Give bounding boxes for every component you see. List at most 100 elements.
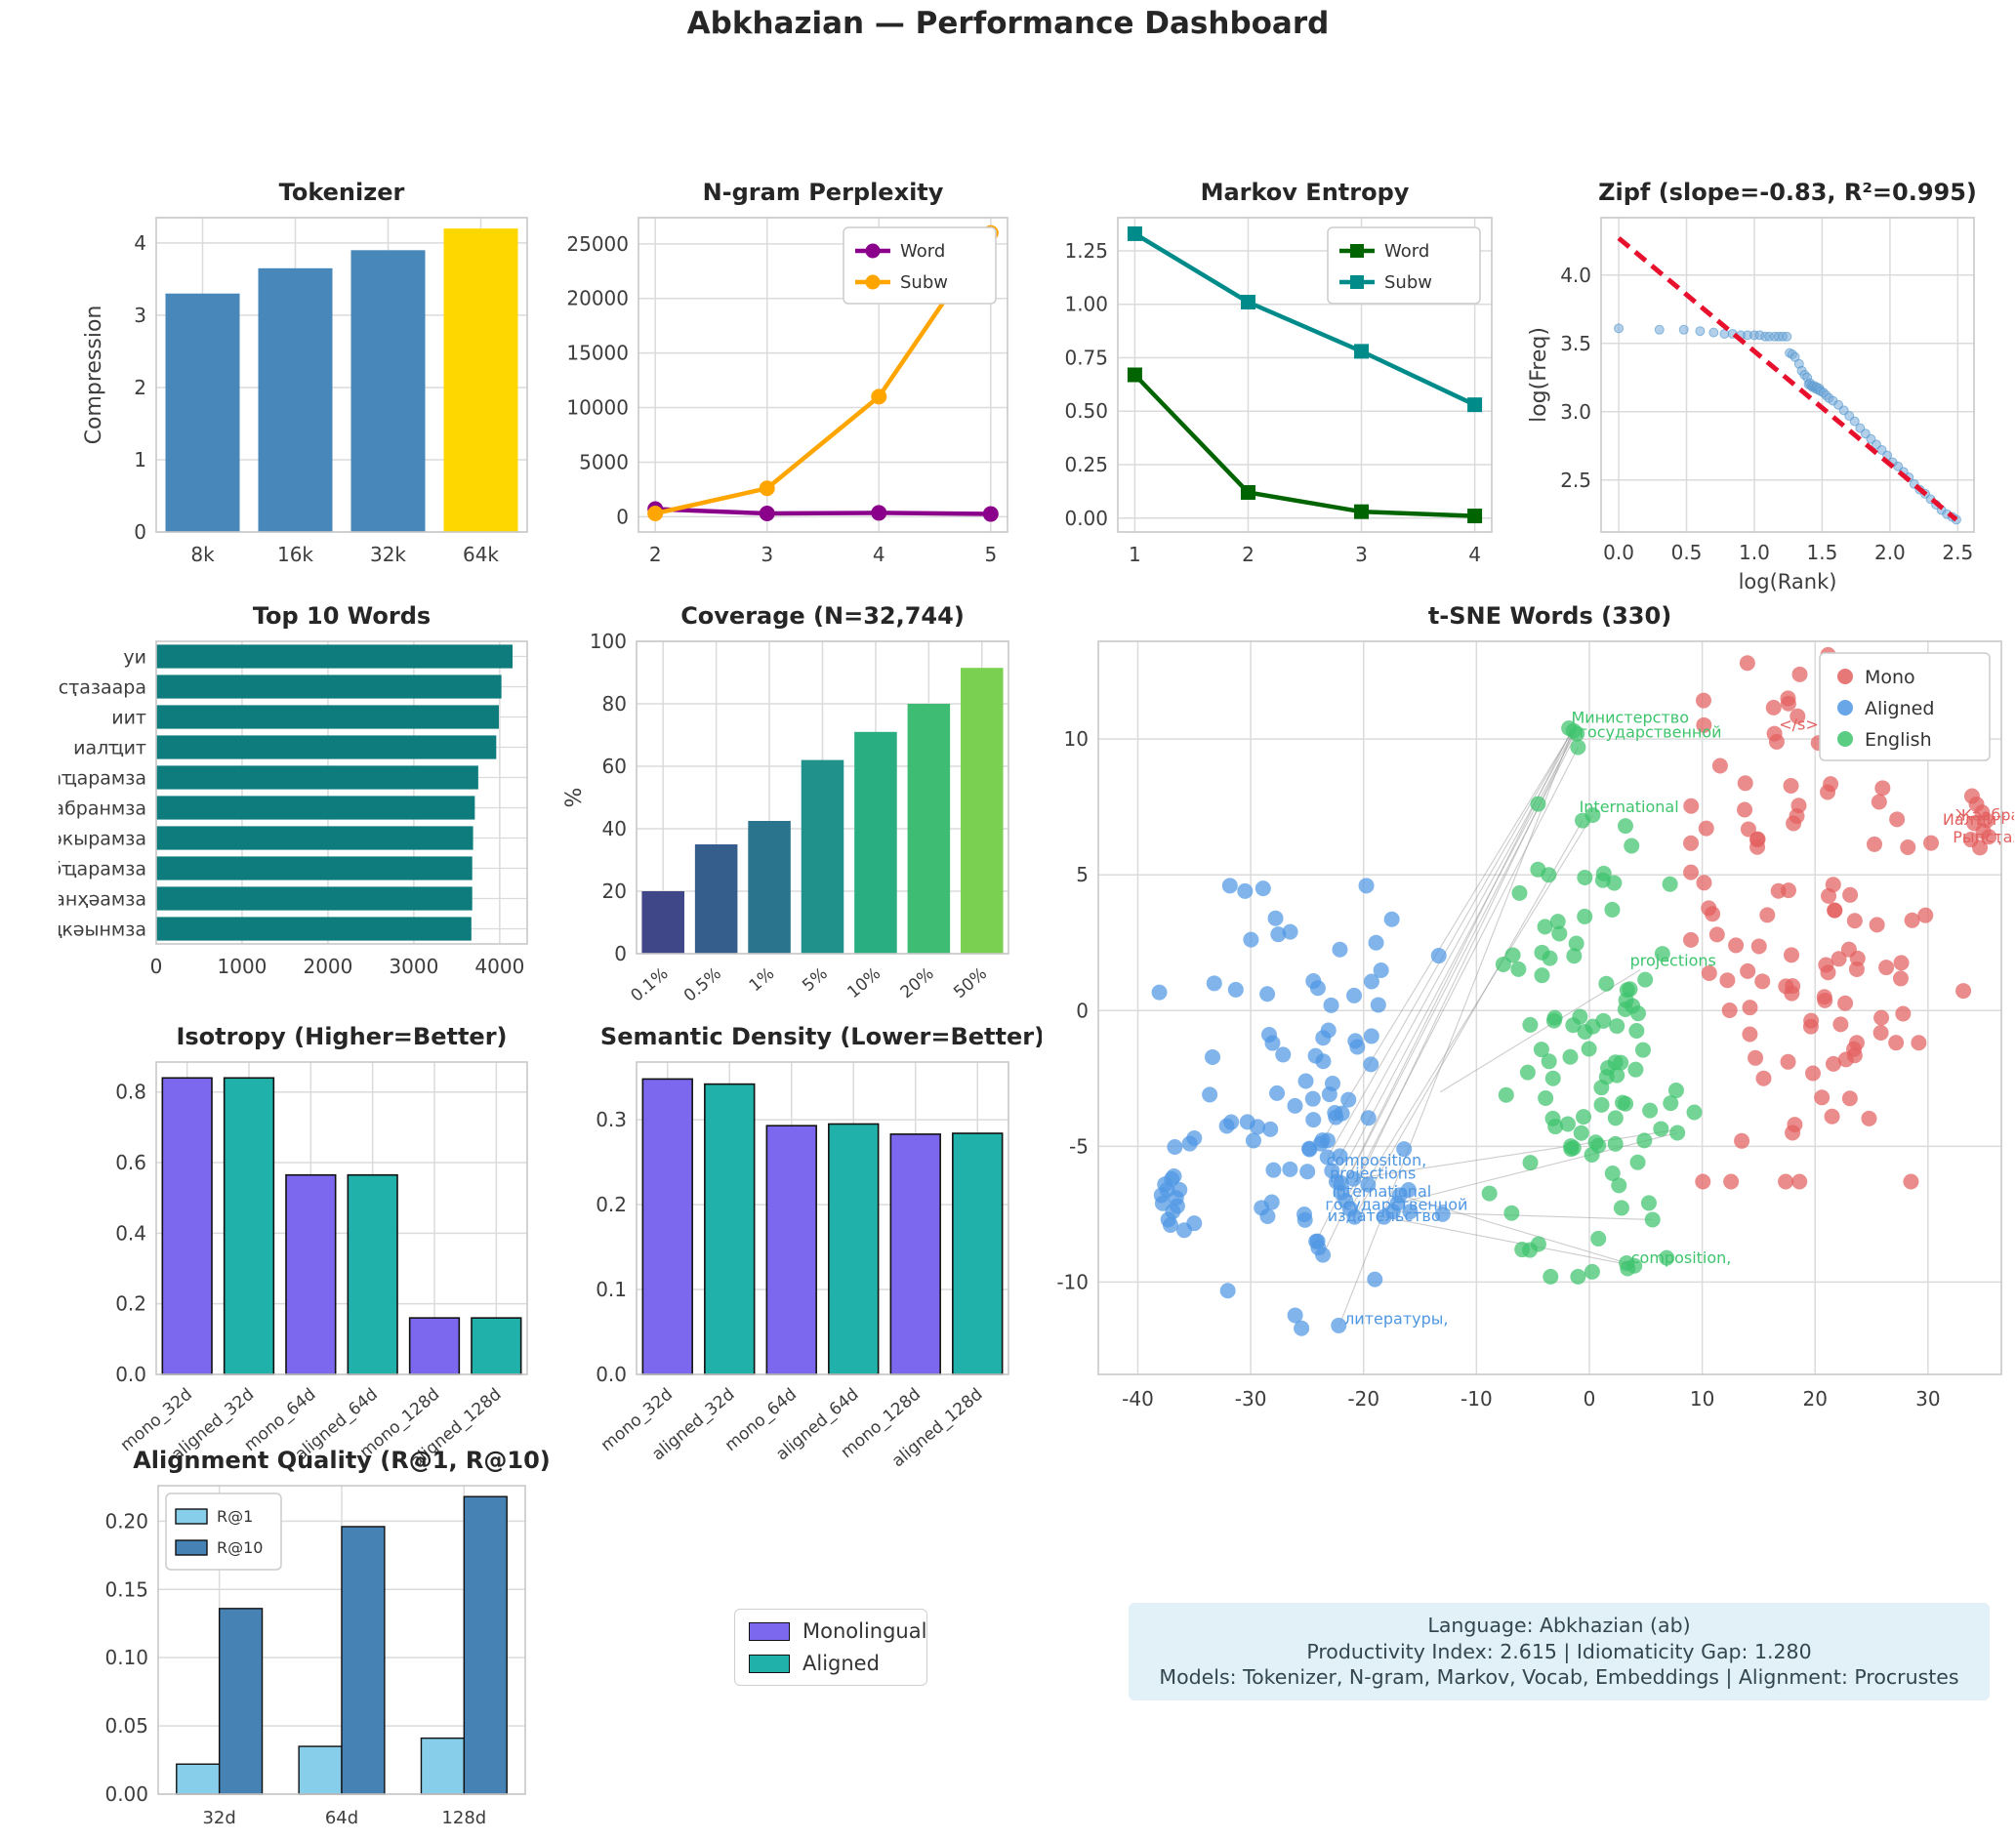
coverage-bar-10% — [854, 731, 897, 954]
top_words-bar-3 — [156, 735, 497, 759]
isotropy-bar-aligned_128d — [471, 1317, 522, 1375]
svg-text:0.05: 0.05 — [104, 1714, 148, 1738]
info-line-language: Language: Abkhazian (ab) — [1427, 1614, 1691, 1637]
svg-text:0: 0 — [616, 505, 629, 528]
svg-text:1.5: 1.5 — [1807, 541, 1838, 564]
svg-text:0.0: 0.0 — [115, 1363, 146, 1386]
svg-text:5: 5 — [1076, 863, 1089, 886]
semantic-svg: Semantic Density (Lower=Better) 0.0 0.1 0.2… — [596, 1023, 1045, 1471]
svg-text:log(Freq): log(Freq) — [1527, 327, 1551, 423]
svg-text:Word: Word — [900, 241, 945, 262]
svg-text:50%: 50% — [950, 964, 991, 1003]
top_words-bar-5 — [156, 796, 475, 820]
svg-text:40: 40 — [602, 817, 627, 840]
isotropy-bar-aligned_64d — [347, 1173, 398, 1375]
svg-text:-30: -30 — [1235, 1387, 1267, 1411]
svg-text:Рыԥсҭазаара: Рыԥсҭазаара — [1953, 828, 2014, 846]
alignment-R@1-bar-64d — [298, 1745, 343, 1795]
figure-legend: Monolingual Aligned — [734, 1609, 927, 1686]
svg-text:Subw: Subw — [900, 272, 948, 293]
svg-text:Isotropy (Higher=Better): Isotropy (Higher=Better) — [176, 1023, 507, 1050]
svg-text:R@1: R@1 — [217, 1507, 253, 1526]
svg-text:ԥхынҷкәынмза: ԥхынҷкәынмза — [59, 920, 146, 941]
svg-text:projections: projections — [1330, 1165, 1416, 1183]
svg-text:государственной: государственной — [1580, 723, 1722, 742]
top_words-bar-9 — [156, 917, 472, 941]
svg-text:-10: -10 — [1056, 1270, 1089, 1293]
svg-text:0: 0 — [614, 942, 627, 965]
svg-text:0.25: 0.25 — [1064, 453, 1108, 476]
coverage-svg: Coverage (N=32,744) 0 20 40 60 80 100% 0.1% 0.5%… — [562, 602, 1009, 1006]
svg-text:</s>: </s> — [1779, 715, 1819, 733]
page-title: Abkhazian — Performance Dashboard — [686, 6, 1330, 41]
svg-text:0: 0 — [150, 955, 163, 978]
svg-text:0: 0 — [1076, 999, 1089, 1022]
svg-text:государственной: государственной — [1325, 1196, 1467, 1214]
isotropy-bar-mono_32d — [161, 1077, 213, 1375]
semantic-bar-mono_32d — [641, 1078, 693, 1375]
svg-text:international: international — [1332, 1182, 1431, 1201]
svg-text:рыԥсҭазаара: рыԥсҭазаара — [59, 677, 146, 699]
svg-text:1%: 1% — [746, 964, 779, 997]
svg-text:-40: -40 — [1122, 1387, 1154, 1411]
svg-text:0.2: 0.2 — [115, 1292, 146, 1316]
svg-text:2.5: 2.5 — [1560, 469, 1591, 492]
svg-text:32d: 32d — [202, 1808, 235, 1828]
svg-text:1: 1 — [134, 448, 146, 471]
svg-text:4: 4 — [1468, 543, 1481, 566]
svg-text:0.2: 0.2 — [596, 1193, 627, 1216]
semantic-bar-mono_64d — [765, 1125, 817, 1375]
chart-top-10-words: Top 10 Words уи рыԥсҭазаара иит иалҵит лаҵара… — [0, 595, 549, 988]
svg-text:3.5: 3.5 — [1560, 332, 1591, 355]
svg-text:0: 0 — [1584, 1387, 1596, 1411]
svg-text:2.5: 2.5 — [1942, 541, 1973, 564]
svg-text:хәажәкырамза: хәажәкырамза — [59, 829, 146, 850]
svg-text:1.0: 1.0 — [1739, 541, 1770, 564]
chart-coverage: Coverage (N=32,744) 0 20 40 60 80 100% 0.1% 0.5%… — [561, 595, 1042, 1023]
chart-tsne-words: Министерство государственной International… — [1045, 595, 2016, 1441]
svg-text:-5: -5 — [1069, 1134, 1089, 1158]
isotropy-bar-mono_128d — [408, 1317, 461, 1375]
svg-text:64k: 64k — [463, 543, 499, 566]
top_words-bar-1 — [156, 675, 502, 699]
svg-text:0.5: 0.5 — [1671, 541, 1703, 564]
svg-text:0: 0 — [134, 520, 146, 544]
isotropy-bar-aligned_32d — [223, 1077, 275, 1375]
tsne-cluster-Mono — [1683, 646, 1997, 1190]
coverage-bar-0.1% — [641, 891, 684, 954]
svg-text:Compression: Compression — [82, 306, 106, 445]
svg-text:0.0: 0.0 — [1603, 541, 1634, 564]
svg-text:нанҳәамза: нанҳәамза — [59, 889, 146, 911]
isotropy-bar-mono_64d — [285, 1173, 337, 1375]
top_words-bar-7 — [156, 856, 473, 880]
svg-text:Markov Entropy: Markov Entropy — [1201, 179, 1410, 206]
svg-text:3: 3 — [134, 304, 146, 327]
svg-text:Word: Word — [1384, 241, 1429, 262]
svg-text:Жәабранмза: Жәабранмза — [1955, 806, 2014, 825]
tsne-svg: МинистерствогосударственнойInternational… — [1056, 602, 2016, 1411]
coverage-bar-50% — [961, 668, 1004, 954]
svg-text:0.0: 0.0 — [596, 1363, 627, 1386]
svg-text:Mono: Mono — [1865, 667, 1915, 688]
alignment-R@1-bar-32d — [176, 1763, 221, 1795]
svg-text:5000: 5000 — [579, 450, 629, 473]
svg-text:абҵарамза: абҵарамза — [59, 859, 146, 880]
svg-text:15000: 15000 — [566, 342, 629, 365]
svg-text:иит: иит — [111, 708, 146, 729]
chart-markov-entropy: Markov Entropy 0.00 0.25 0.50 0.75 1.00 1.25 1 2… — [1043, 156, 1531, 588]
info-line-models: Models: Tokenizer, N-gram, Markov, Vocab… — [1159, 1665, 1959, 1690]
svg-text:0.3: 0.3 — [596, 1108, 627, 1131]
svg-text:5: 5 — [984, 543, 997, 566]
svg-text:International: International — [1580, 798, 1679, 816]
svg-text:литературы,: литературы, — [1344, 1310, 1448, 1329]
svg-text:N-gram Perplexity: N-gram Perplexity — [703, 179, 944, 206]
chart-alignment-quality: Alignment Quality (R@1, R@10) 0.00 0.05 0.1… — [59, 1433, 550, 1839]
chart-isotropy: Isotropy (Higher=Better) 0.0 0.2 0.4 0.6 0.8 m… — [59, 1010, 549, 1485]
semantic-bar-aligned_64d — [828, 1123, 880, 1375]
svg-text:25000: 25000 — [566, 232, 629, 256]
tokenizer-bar-16k — [258, 267, 333, 532]
svg-text:-20: -20 — [1347, 1387, 1379, 1411]
alignment-R@10-bar-128d — [463, 1495, 508, 1795]
svg-text:10000: 10000 — [566, 396, 629, 420]
svg-text:Aligned: Aligned — [1865, 698, 1934, 719]
